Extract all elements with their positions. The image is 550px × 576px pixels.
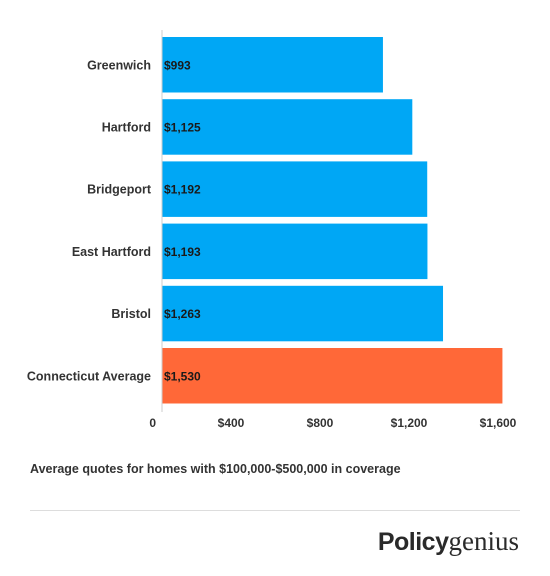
category-label-bridgeport: Bridgeport: [87, 183, 152, 197]
data-label-bristol: $1,263: [164, 307, 201, 321]
bar-bridgeport: [162, 161, 428, 217]
data-label-bridgeport: $1,192: [164, 183, 201, 197]
bar-hartford: [162, 99, 413, 155]
x-tick-label: $400: [218, 416, 245, 430]
labels-layer: Greenwich $993 Hartford $1,125 Bridgeport $1,…: [27, 58, 517, 430]
data-label-connecticut-average: $1,530: [164, 369, 201, 383]
chart-caption: Average quotes for homes with $100,000-$…: [30, 462, 401, 476]
data-label-greenwich: $993: [164, 58, 191, 72]
logo-text-light: genius: [448, 526, 520, 556]
divider: [30, 510, 520, 511]
bars-layer: [162, 37, 503, 404]
bar-greenwich: [162, 37, 383, 93]
category-label-bristol: Bristol: [111, 307, 151, 321]
category-label-connecticut-average: Connecticut Average: [27, 369, 151, 383]
bar-bristol: [162, 285, 444, 342]
data-label-hartford: $1,125: [164, 120, 201, 134]
x-tick-label: $1,200: [391, 416, 428, 430]
bar-east-hartford: [162, 223, 428, 280]
x-tick-label: 0: [149, 416, 156, 430]
policygenius-logo: Policy genius: [378, 526, 519, 560]
x-tick-label: $1,600: [480, 416, 517, 430]
bar-connecticut-average: [162, 348, 503, 404]
data-label-east-hartford: $1,193: [164, 245, 201, 259]
category-label-hartford: Hartford: [102, 120, 151, 134]
logo-text-bold: Policy: [377, 528, 449, 556]
category-label-greenwich: Greenwich: [87, 58, 151, 72]
bar-chart: Greenwich $993 Hartford $1,125 Bridgeport $1,…: [27, 30, 517, 430]
category-label-east-hartford: East Hartford: [72, 245, 151, 259]
x-tick-label: $800: [307, 416, 334, 430]
